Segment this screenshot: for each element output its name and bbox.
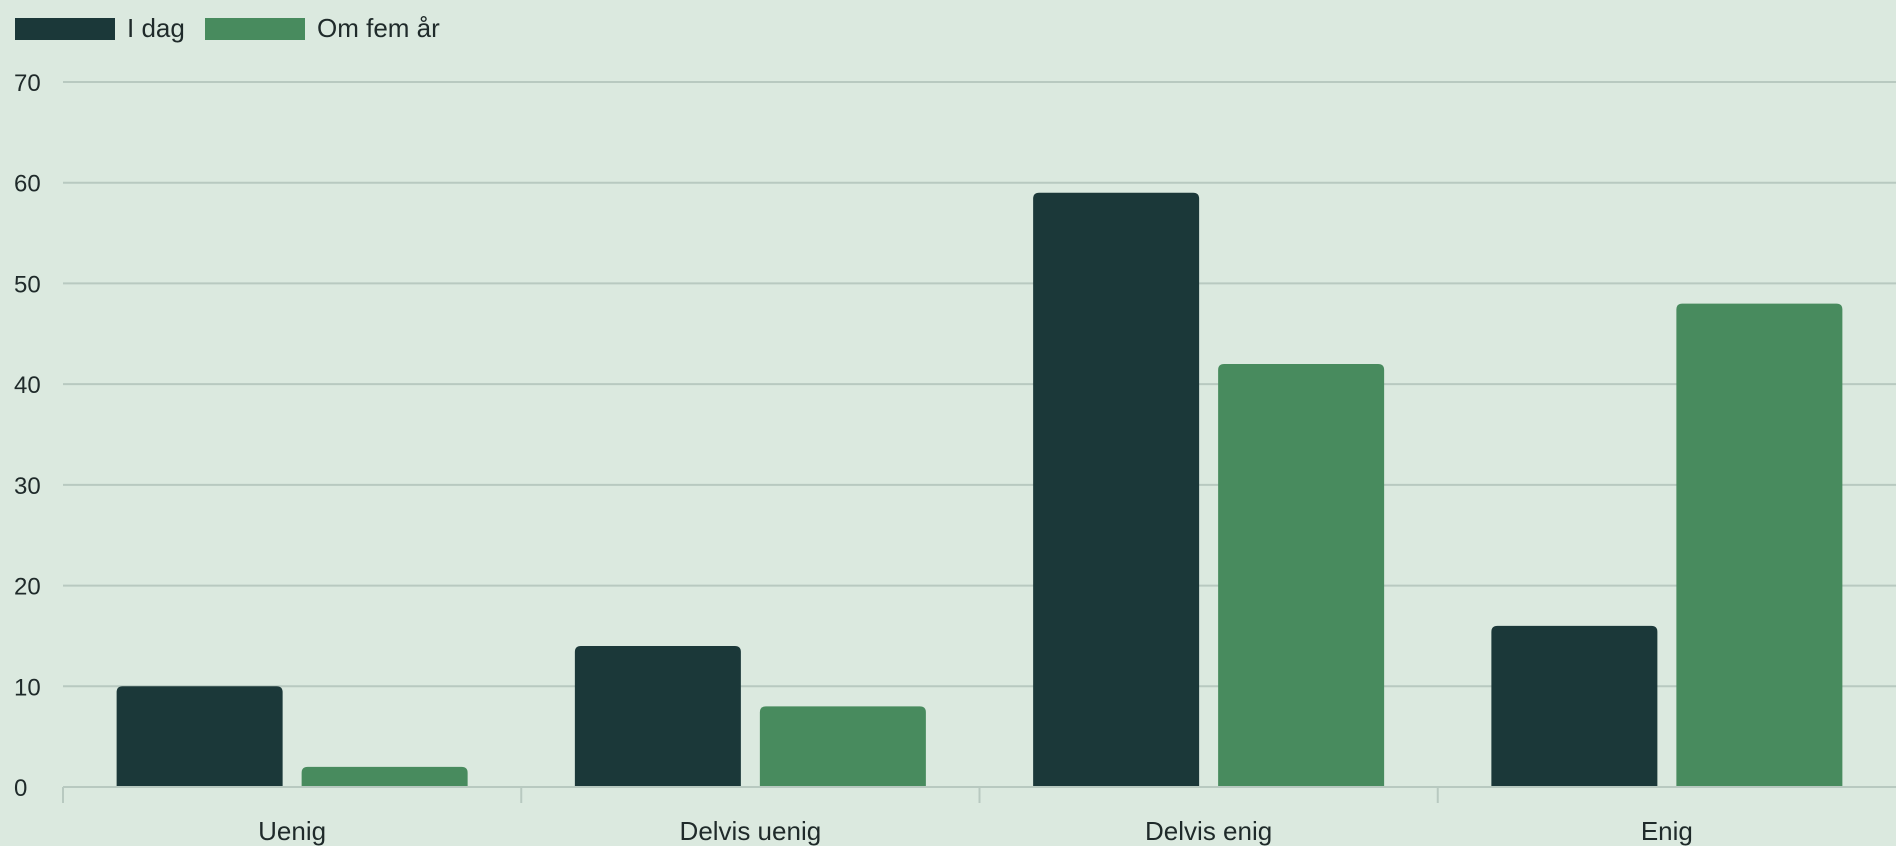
y-tick-label: 30 <box>14 473 41 500</box>
bar-delvis-uenig-series-1 <box>574 646 741 787</box>
bar-uenig-series-2 <box>301 766 468 787</box>
bar-enig-series-2 <box>1676 303 1843 787</box>
x-category-label: Delvis uenig <box>680 816 822 846</box>
y-tick-label: 70 <box>14 70 41 97</box>
y-axis-ticks: 0 10 20 30 40 50 60 70 <box>14 70 41 802</box>
grid-lines <box>63 81 1896 688</box>
bar-delvis-enig-series-2 <box>1218 364 1385 787</box>
y-tick-label: 10 <box>14 674 41 701</box>
y-tick-label: 60 <box>14 171 41 198</box>
legend: I dag Om fem år <box>15 13 440 43</box>
bar-delvis-uenig-series-2 <box>759 706 926 787</box>
y-tick-label: 0 <box>14 775 27 802</box>
y-tick-label: 40 <box>14 372 41 399</box>
x-category-label: Uenig <box>258 816 326 846</box>
x-category-label: Enig <box>1641 816 1693 846</box>
legend-swatch-2 <box>205 18 305 40</box>
legend-swatch-1 <box>15 18 115 40</box>
bar-enig-series-1 <box>1491 625 1658 787</box>
legend-label-1: I dag <box>127 13 185 43</box>
x-axis: Uenig Delvis uenig Delvis enig Enig <box>62 786 1896 846</box>
bars <box>116 192 1843 788</box>
legend-label-2: Om fem år <box>317 13 440 43</box>
y-tick-label: 20 <box>14 574 41 601</box>
x-category-label: Delvis enig <box>1145 816 1272 846</box>
bar-delvis-enig-series-1 <box>1033 192 1200 788</box>
y-tick-label: 50 <box>14 271 41 298</box>
bar-uenig-series-1 <box>116 686 283 787</box>
